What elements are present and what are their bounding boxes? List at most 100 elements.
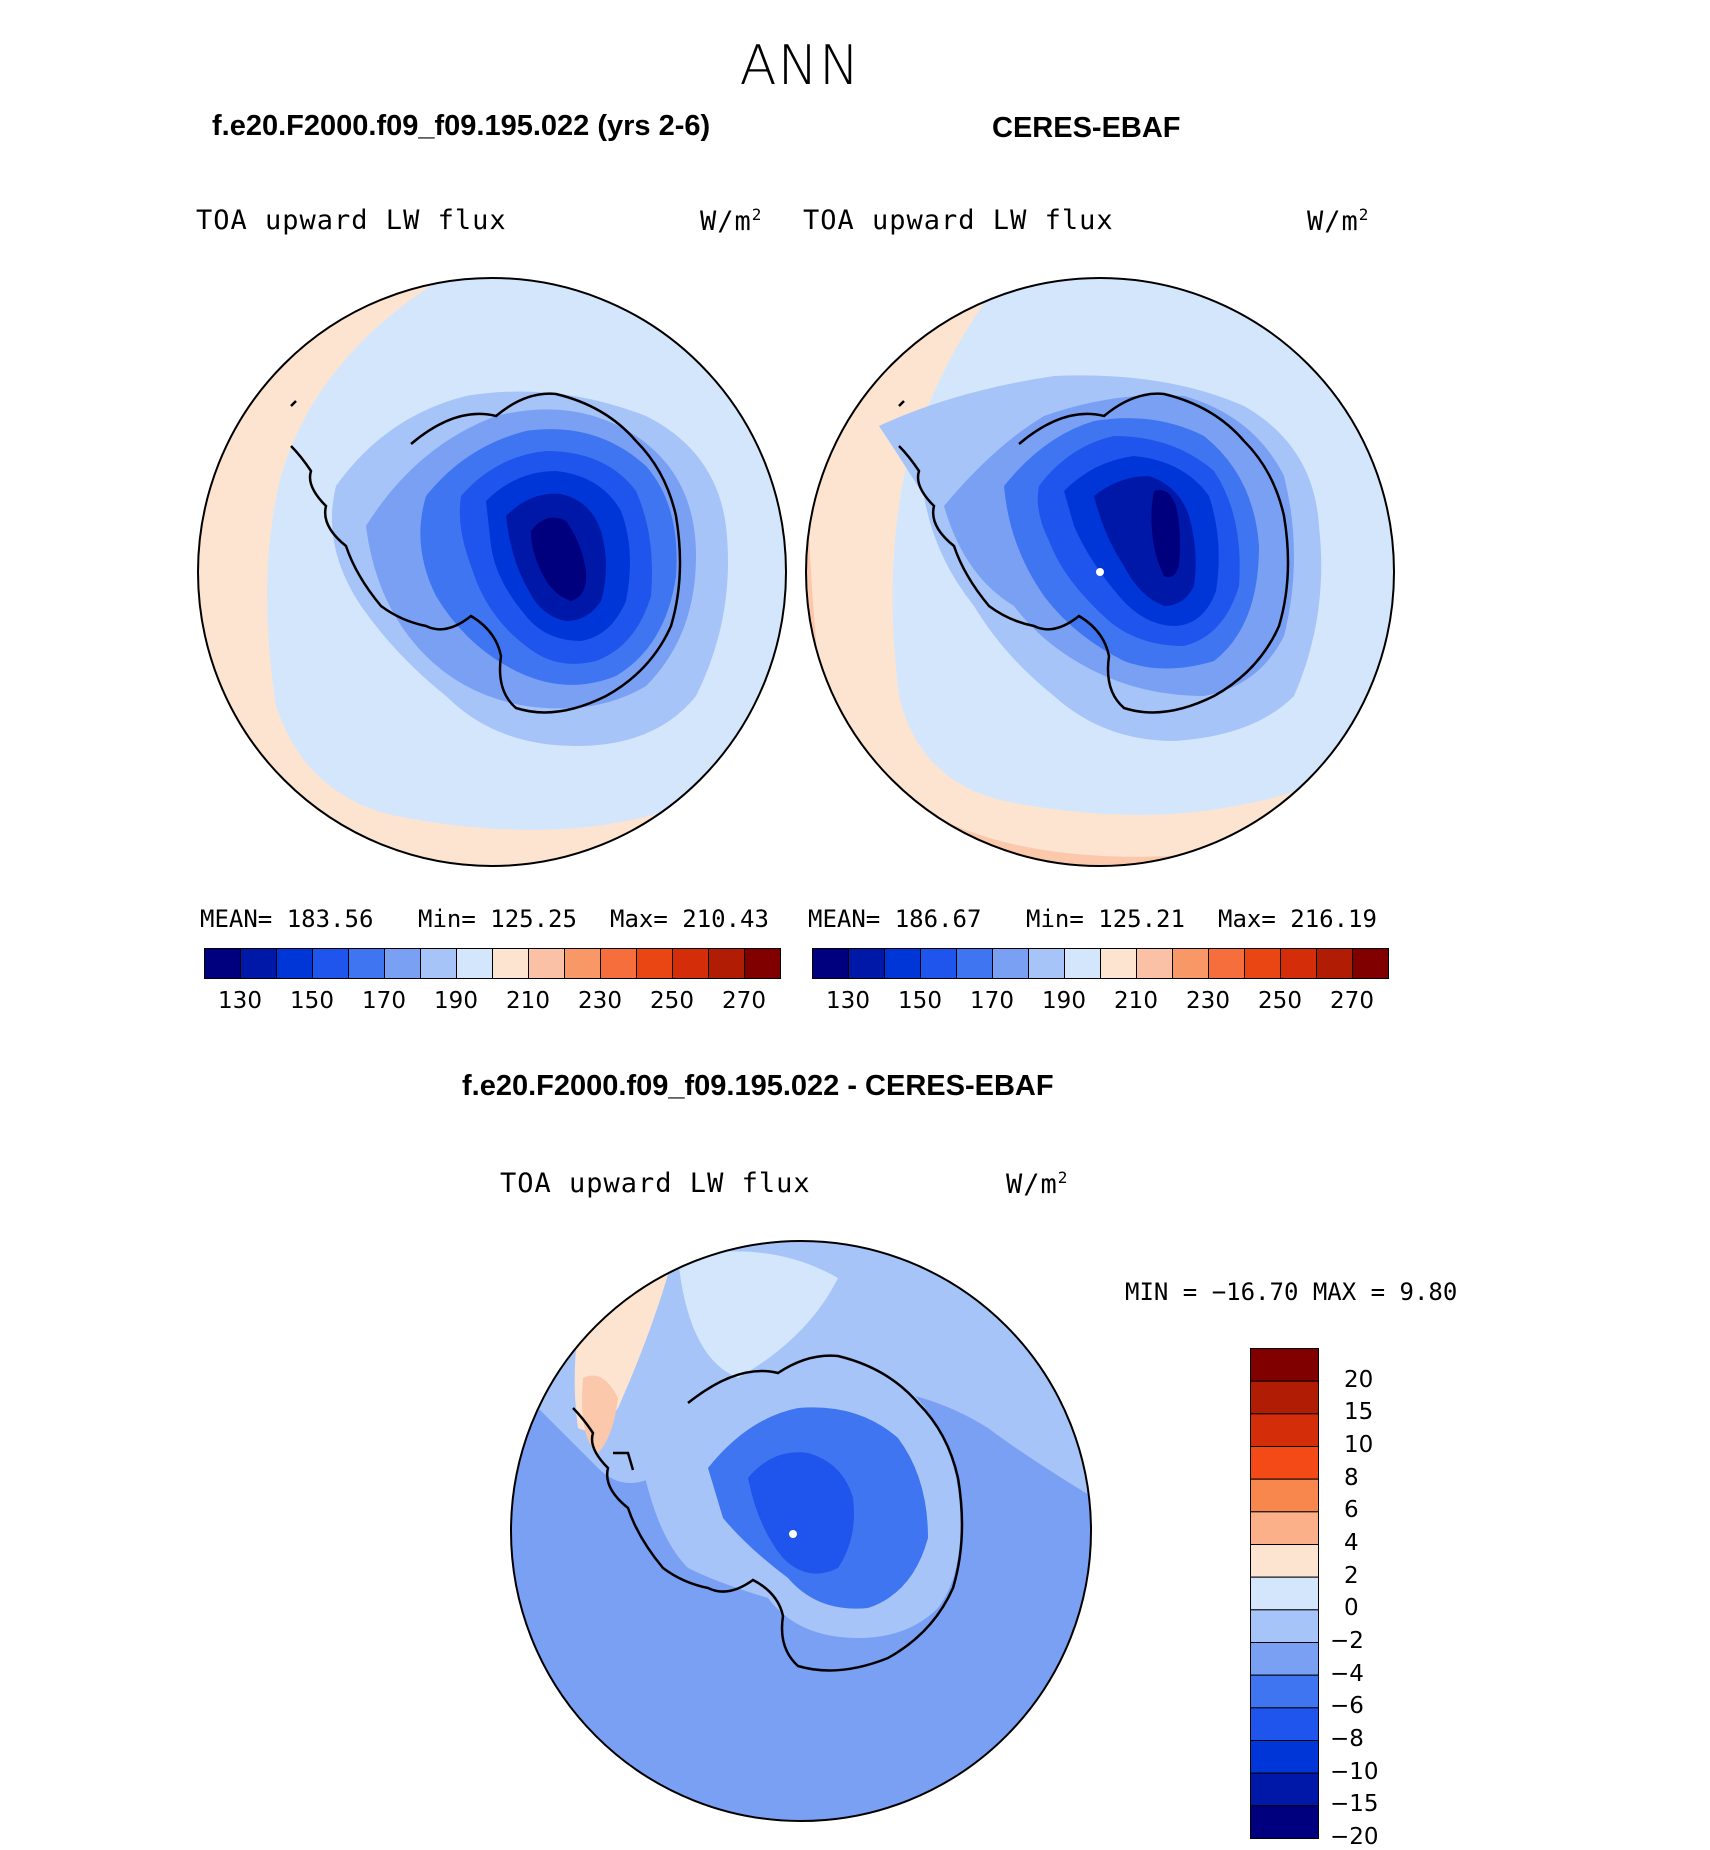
diff-colorbar-swatch [1250,1446,1319,1480]
diff-colorbar-tick-label: 4 [1344,1530,1359,1556]
panel2-colorbar-swatch [1100,948,1137,979]
panel2-colorbar-tick-label: 230 [1186,988,1230,1014]
diff-colorbar-swatch [1250,1478,1319,1513]
panel2-colorbar-tick-label: 250 [1258,988,1302,1014]
diff-colorbar [1250,1348,1319,1840]
panel1-colorbar-tick-label: 270 [722,988,766,1014]
panel2-colorbar-swatch [1316,948,1353,979]
diff-colorbar-swatch [1250,1609,1319,1644]
panel1-colorbar-swatch [312,948,349,979]
diff-pole-marker [789,1530,797,1538]
diff-colorbar-tick-label: −4 [1330,1660,1364,1687]
panel1-colorbar-swatch [600,948,637,979]
panel2-variable: TOA upward LW flux [803,205,1114,236]
panel1-colorbar-tick-label: 230 [578,988,622,1014]
diff-colorbar-tick-label: −8 [1330,1726,1364,1752]
diff-minmax: MIN = −16.70 MAX = 9.80 [1125,1278,1458,1306]
diff-title: f.e20.F2000.f09_f09.195.022 - CERES-EBAF [462,1070,1054,1102]
panel2-colorbar-swatch [920,948,957,979]
diff-colorbar-tick-label: −2 [1330,1628,1364,1654]
diff-coastline [572,1354,964,1672]
panel2-colorbar-swatch [1352,948,1389,979]
panel1-colorbar-swatch [276,948,313,979]
diff-colorbar-tick-label: 2 [1344,1562,1359,1589]
panel2-colorbar-swatch [1172,948,1209,979]
panel1-colorbar-swatch [492,948,529,979]
panel2-colorbar-tick-label: 270 [1330,988,1374,1014]
panel1-colorbar-swatch [744,948,781,979]
panel2-colorbar-swatch [1064,948,1101,979]
diff-colorbar-swatch [1250,1544,1319,1578]
panel1-colorbar-tick-label: 150 [290,988,334,1014]
diff-colorbar-swatch [1250,1348,1319,1382]
panel2-min: Min= 125.21 [1026,905,1185,933]
diff-region-ocean [678,1251,838,1378]
panel2-colorbar-swatch [992,948,1029,979]
diff-colorbar-tick-label: −15 [1330,1791,1379,1818]
panel1-colorbar-swatch [420,948,457,979]
diff-colorbar-tick-label: 6 [1344,1497,1359,1524]
panel2-colorbar-swatch [848,948,885,979]
panel1-colorbar-tick-label: 190 [434,988,478,1014]
diff-map [510,1240,1092,1822]
panel2-colorbar-tick-label: 130 [826,988,870,1014]
panel1-colorbar-swatch [564,948,601,979]
panel1-units: W/m2 [700,205,763,237]
panel1-colorbar-tick-label: 170 [362,988,406,1014]
panel1-variable: TOA upward LW flux [196,205,507,236]
diff-region-warm2 [582,1375,618,1453]
diff-colorbar-tick-label: −10 [1330,1758,1379,1785]
panel2-max: Max= 216.19 [1218,905,1377,933]
diff-colorbar-swatch [1250,1413,1319,1448]
map2-coastline [898,392,1290,714]
diff-colorbar-swatch [1250,1642,1319,1676]
diff-colorbar-swatch [1250,1380,1319,1415]
panel2-colorbar-swatch [1208,948,1245,979]
panel1-colorbar-swatch [708,948,745,979]
panel2-colorbar [812,948,1389,979]
panel2-colorbar-swatch [956,948,993,979]
panel1-colorbar-swatch [240,948,277,979]
diff-colorbar-ticks: 20 15 10 8 6 4 2 0 −2 −4 −6 −8 −10 −15 −20 [1330,1348,1450,1850]
diff-colorbar-swatch [1250,1707,1319,1742]
panel2-colorbar-swatch [1028,948,1065,979]
diff-colorbar-swatch [1250,1576,1319,1611]
diff-colorbar-tick-label: 10 [1344,1432,1374,1458]
panel2-colorbar-swatch [884,948,921,979]
diff-variable: TOA upward LW flux [500,1168,811,1199]
diff-colorbar-swatch [1250,1511,1319,1545]
panel1-title: f.e20.F2000.f09_f09.195.022 (yrs 2-6) [212,110,711,142]
panel2-units: W/m2 [1307,205,1370,237]
diff-colorbar-swatch [1250,1772,1319,1807]
panel1-colorbar-swatch [204,948,241,979]
panel2-colorbar-swatch [1136,948,1173,979]
panel1-colorbar-swatch [456,948,493,979]
panel2-mean: MEAN= 186.67 [808,905,982,933]
panel1-min: Min= 125.25 [418,905,577,933]
map2-level8 [1151,490,1180,578]
panel1-colorbar-swatch [636,948,673,979]
diff-units: W/m2 [1006,1168,1069,1200]
season-title: ANN [739,34,861,97]
diff-colorbar-swatch [1250,1805,1319,1840]
diff-colorbar-tick-label: 0 [1344,1595,1359,1622]
panel1-colorbar-tick-label: 130 [218,988,262,1014]
panel1-colorbar [204,948,781,979]
panel2-colorbar-swatch [812,948,849,979]
panel1-colorbar-ticks: 130 150 170 190 210 230 250 270 [204,988,804,1018]
diff-colorbar-tick-label: −6 [1330,1693,1364,1720]
diff-colorbar-tick-label: 20 [1344,1366,1374,1393]
panel1-colorbar-tick-label: 250 [650,988,694,1014]
map1-level8 [531,517,587,601]
panel2-colorbar-swatch [1280,948,1317,979]
diff-colorbar-tick-label: 8 [1344,1464,1359,1491]
panel1-colorbar-swatch [672,948,709,979]
panel1-colorbar-swatch [348,948,385,979]
panel2-title: CERES-EBAF [992,112,1181,144]
panel1-max: Max= 210.43 [610,905,769,933]
map2-pole-marker [1096,568,1104,576]
map1-coastline [290,392,682,714]
diff-region-core [748,1452,854,1574]
panel2-map [805,277,1395,867]
panel2-colorbar-tick-label: 190 [1042,988,1086,1014]
